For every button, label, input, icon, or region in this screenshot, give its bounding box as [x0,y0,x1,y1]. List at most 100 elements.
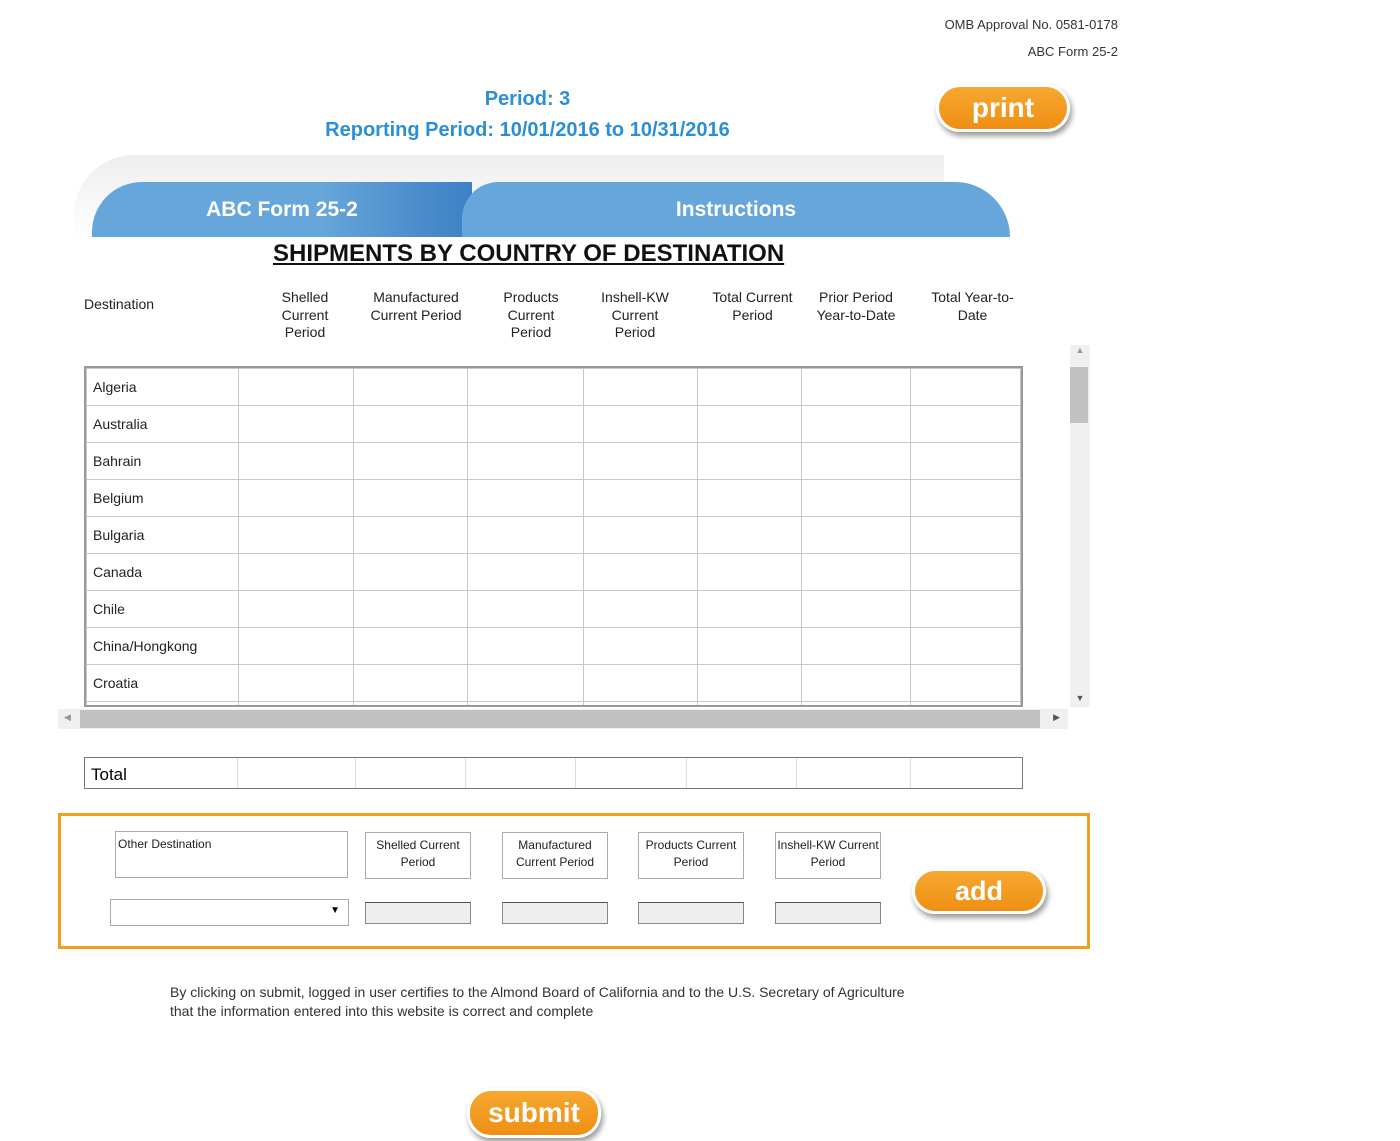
value-cell[interactable] [353,590,469,628]
value-cell[interactable] [801,368,911,406]
other-products-input[interactable] [638,902,744,924]
value-cell[interactable] [237,479,355,517]
value-cell[interactable] [467,664,584,702]
value-cell[interactable] [353,442,469,480]
other-manufactured-label: Manufactured Current Period [502,832,608,879]
value-cell[interactable] [696,368,803,406]
value-cell[interactable] [801,442,911,480]
value-cell[interactable] [353,479,469,517]
value-cell[interactable] [696,701,803,705]
value-cell[interactable] [467,368,584,406]
value-cell[interactable] [237,405,355,443]
value-cell[interactable] [353,664,469,702]
value-cell[interactable] [696,590,803,628]
value-cell[interactable] [467,479,584,517]
value-cell[interactable] [582,479,698,517]
value-cell[interactable] [582,442,698,480]
tab-form[interactable]: ABC Form 25-2 [92,182,472,237]
other-destination-select[interactable]: ▼ [110,899,349,926]
value-cell[interactable] [582,516,698,554]
omb-approval: OMB Approval No. 0581-0178 [944,17,1118,32]
value-cell[interactable] [909,701,1021,705]
value-cell[interactable] [467,701,584,705]
value-cell[interactable] [696,627,803,665]
value-cell[interactable] [696,553,803,591]
value-cell[interactable] [582,701,698,705]
value-cell[interactable] [237,664,355,702]
submit-button[interactable]: submit [467,1088,601,1138]
horizontal-scrollbar[interactable]: ◀ ▶ [58,709,1068,729]
value-cell[interactable] [582,553,698,591]
value-cell[interactable] [582,664,698,702]
value-cell[interactable] [696,516,803,554]
value-cell[interactable] [909,553,1021,591]
total-cell [796,758,911,788]
value-cell[interactable] [237,701,355,705]
value-cell[interactable] [909,627,1021,665]
value-cell[interactable] [909,442,1021,480]
value-cell[interactable] [801,405,911,443]
col-products: Products Current Period [503,289,559,340]
value-cell[interactable] [237,516,355,554]
value-cell[interactable] [582,590,698,628]
value-cell[interactable] [582,405,698,443]
value-cell[interactable] [909,590,1021,628]
value-cell[interactable] [237,553,355,591]
value-cell[interactable] [467,405,584,443]
scroll-down-icon[interactable]: ▼ [1075,693,1085,703]
value-cell[interactable] [909,405,1021,443]
value-cell[interactable] [353,701,469,705]
value-cell[interactable] [237,368,355,406]
value-cell[interactable] [909,516,1021,554]
destination-name: Australia [86,405,239,443]
total-cell [465,758,576,788]
value-cell[interactable] [582,627,698,665]
other-inshell-input[interactable] [775,902,881,924]
value-cell[interactable] [801,553,911,591]
value-cell[interactable] [467,553,584,591]
col-manufactured: Manufactured Current Period [370,289,462,323]
scroll-thumb[interactable] [1070,367,1088,423]
period: Period: 3 [484,88,571,110]
other-shelled-input[interactable] [365,902,471,924]
value-cell[interactable] [696,664,803,702]
value-cell[interactable] [801,479,911,517]
tab-instructions[interactable]: Instructions [462,182,1010,237]
value-cell[interactable] [909,664,1021,702]
value-cell[interactable] [467,442,584,480]
value-cell[interactable] [801,516,911,554]
scroll-thumb[interactable] [80,710,1040,728]
value-cell[interactable] [801,590,911,628]
scroll-right-icon[interactable]: ▶ [1053,712,1060,722]
value-cell[interactable] [353,516,469,554]
value-cell[interactable] [801,627,911,665]
other-destination-label: Other Destination [115,831,348,878]
scroll-left-icon[interactable]: ◀ [64,712,71,722]
value-cell[interactable] [467,516,584,554]
value-cell[interactable] [467,627,584,665]
value-cell[interactable] [237,442,355,480]
value-cell[interactable] [801,701,911,705]
value-cell[interactable] [582,368,698,406]
table-row: Algeria [86,368,1021,406]
other-manufactured-input[interactable] [502,902,608,924]
value-cell[interactable] [909,479,1021,517]
value-cell[interactable] [353,627,469,665]
print-button[interactable]: print [936,84,1070,132]
value-cell[interactable] [237,627,355,665]
value-cell[interactable] [696,442,803,480]
value-cell[interactable] [467,590,584,628]
value-cell[interactable] [353,405,469,443]
value-cell[interactable] [353,368,469,406]
scroll-up-icon[interactable]: ▲ [1075,345,1085,355]
value-cell[interactable] [353,553,469,591]
value-cell[interactable] [237,590,355,628]
add-button[interactable]: add [912,868,1046,914]
value-cell[interactable] [696,479,803,517]
value-cell[interactable] [696,405,803,443]
value-cell[interactable] [909,368,1021,406]
destination-name: Bahrain [86,442,239,480]
value-cell[interactable] [801,664,911,702]
vertical-scrollbar[interactable]: ▲ ▼ [1070,345,1090,707]
table-row: Canada [86,553,1021,591]
